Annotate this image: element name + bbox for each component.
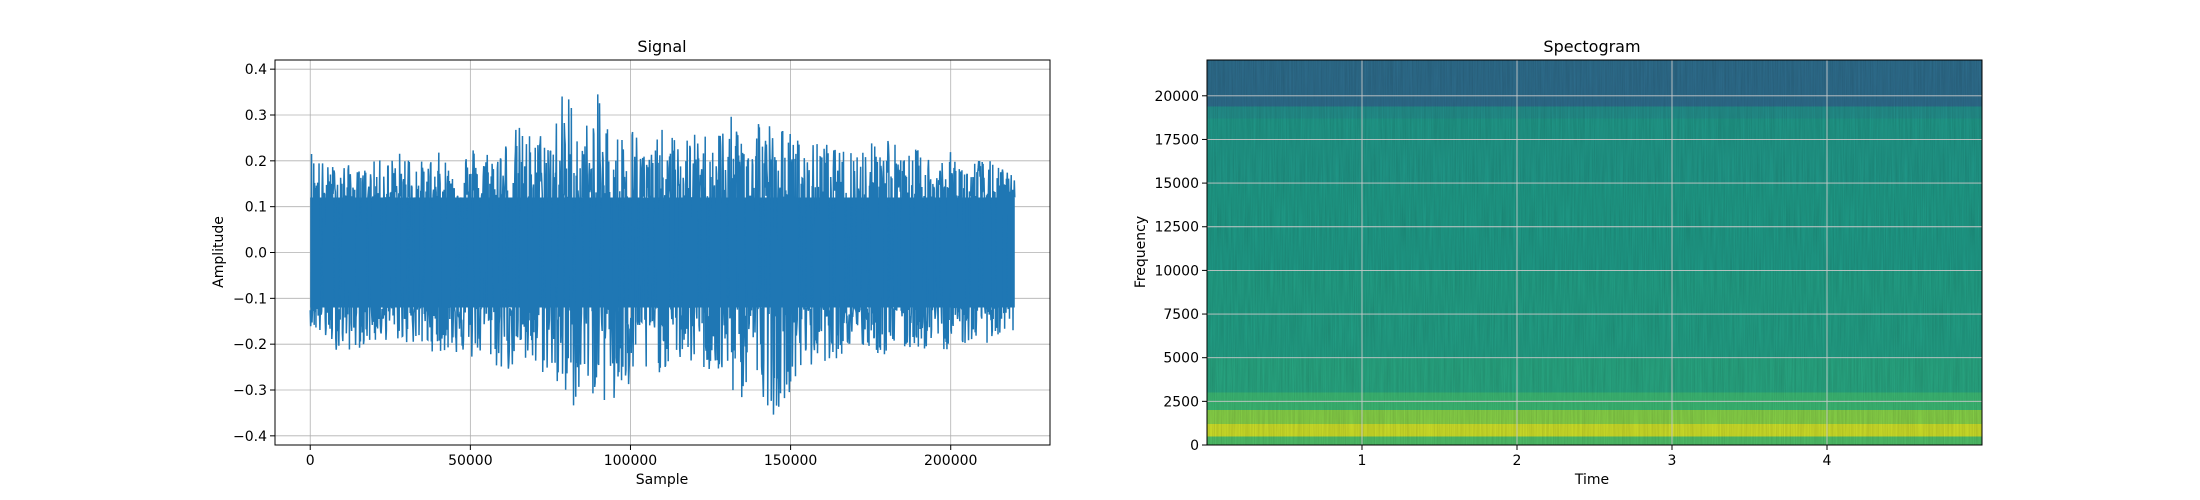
signal-x-tick-label: 100000 [604, 453, 657, 469]
signal-x-tick-label: 50000 [448, 453, 493, 469]
signal-y-tick-label: 0.2 [245, 154, 267, 170]
signal-y-tick-label: 0.3 [245, 108, 267, 124]
signal-x-tick-label: 200000 [924, 453, 977, 469]
signal-y-tick-label: −0.1 [233, 291, 267, 307]
spectrogram-texture [1207, 60, 1982, 445]
spectrogram-y-tick-label: 10000 [1154, 263, 1199, 279]
spectrogram-y-tick-label: 2500 [1163, 394, 1199, 410]
signal-chart: Signal 0 50000 100000 150000 200000 −0.4 −0.3… [211, 37, 1051, 488]
spectrogram-y-tick-label: 15000 [1154, 176, 1199, 192]
signal-x-tick-label: 0 [306, 453, 315, 469]
signal-y-tick-label: −0.2 [233, 337, 267, 353]
signal-y-axis: −0.4 −0.3 −0.2 −0.1 0.0 0.1 0.2 0.3 0.4 [233, 62, 275, 445]
spectrogram-chart: Spectogram 1 2 3 4 0 2500 5000 7500 10000 12500 1… [1133, 37, 1983, 488]
signal-y-tick-label: 0.4 [245, 62, 267, 78]
spectrogram-axes-frame [1206, 59, 1983, 446]
spectrogram-chart-title: Spectogram [1543, 37, 1640, 56]
signal-x-tick-label: 150000 [764, 453, 817, 469]
spectrogram-x-axis: 1 2 3 4 [1358, 445, 1832, 469]
signal-y-tick-label: 0.1 [245, 200, 267, 216]
spectrogram-x-axis-label: Time [1574, 472, 1609, 488]
spectrogram-x-tick-label: 2 [1513, 453, 1522, 469]
spectrogram-y-tick-label: 20000 [1154, 89, 1199, 105]
signal-x-axis: 0 50000 100000 150000 200000 [306, 445, 977, 469]
signal-chart-title: Signal [637, 37, 686, 56]
spectrogram-y-axis: 0 2500 5000 7500 10000 12500 15000 17500 20000 [1154, 89, 1207, 454]
signal-plot-area [309, 94, 1016, 415]
spectrogram-x-tick-label: 3 [1668, 453, 1677, 469]
spectrogram-y-axis-label: Frequency [1133, 216, 1149, 288]
spectrogram-y-tick-label: 12500 [1154, 220, 1199, 236]
spectrogram-y-tick-label: 0 [1190, 438, 1199, 454]
signal-x-axis-label: Sample [636, 472, 689, 488]
spectrogram-x-tick-label: 1 [1358, 453, 1367, 469]
spectrogram-y-tick-label: 7500 [1163, 307, 1199, 323]
spectrogram-y-tick-label: 5000 [1163, 351, 1199, 367]
spectrogram-x-tick-label: 4 [1823, 453, 1832, 469]
signal-y-tick-label: −0.4 [233, 429, 267, 445]
signal-waveform [309, 94, 1016, 415]
signal-y-axis-label: Amplitude [211, 216, 227, 288]
spectrogram-y-tick-label: 17500 [1154, 132, 1199, 148]
signal-y-tick-label: 0.0 [245, 246, 267, 262]
signal-y-tick-label: −0.3 [233, 383, 267, 399]
